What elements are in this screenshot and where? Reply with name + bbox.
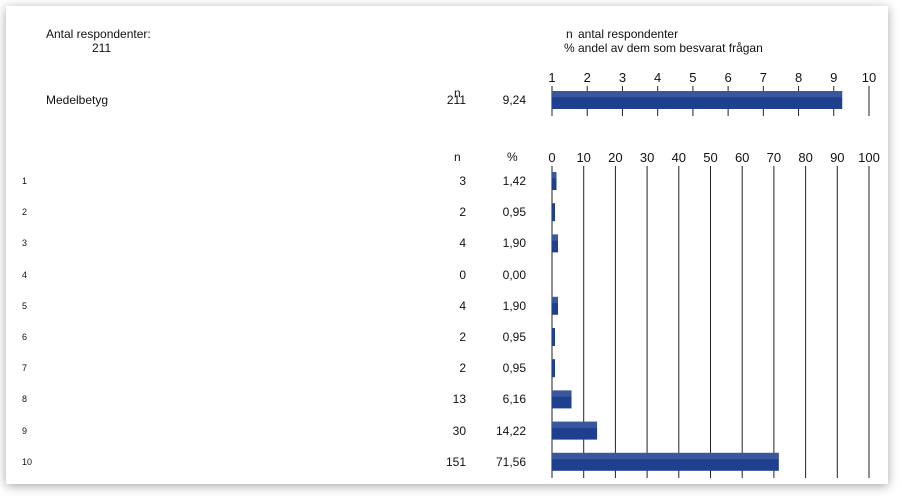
- legend-text-pct: andel av dem som besvarat frågan: [578, 41, 763, 55]
- row-n: 0: [459, 267, 466, 282]
- tick-label: 30: [640, 150, 654, 165]
- bar-highlight: [552, 452, 779, 460]
- legend-text-n: antal respondenter: [578, 27, 679, 41]
- tick-label: 4: [654, 70, 661, 85]
- row-pct: 0,95: [502, 205, 526, 220]
- dist-col-n-header: n: [454, 150, 461, 164]
- tick-label: 6: [724, 70, 731, 85]
- row-pct: 0,95: [502, 361, 526, 376]
- row-label: 10: [22, 456, 33, 467]
- legend-key-pct: %: [564, 41, 575, 55]
- row-label: 6: [22, 332, 28, 342]
- dist-col-pct-header: %: [507, 150, 518, 164]
- row-n: 2: [459, 361, 466, 376]
- bar: [552, 203, 556, 222]
- row-pct: 1,42: [502, 174, 526, 188]
- row-pct: 6,16: [502, 392, 526, 407]
- bar: [552, 234, 559, 253]
- row-n: 151: [445, 454, 466, 469]
- row-pct: 0,00: [502, 267, 526, 282]
- tick-label: 8: [795, 70, 802, 85]
- row-n: 30: [452, 423, 466, 438]
- row-n: 2: [459, 205, 466, 220]
- row-label: 5: [22, 300, 28, 311]
- row-label: 3: [22, 238, 28, 249]
- row-label: 2: [22, 207, 28, 218]
- row-pct: 1,90: [502, 298, 526, 313]
- tick-label: 70: [767, 150, 781, 165]
- bar-highlight: [552, 234, 559, 241]
- respondents-label: Antal respondenter:: [46, 27, 151, 41]
- bar-highlight: [552, 91, 843, 98]
- bar: [552, 172, 557, 190]
- tick-label: 0: [548, 150, 555, 165]
- bar-highlight: [552, 172, 557, 179]
- mean-label: Medelbetyg: [46, 93, 109, 107]
- row-n: 4: [459, 236, 466, 251]
- bar: [552, 359, 556, 378]
- bar: [552, 91, 843, 109]
- tick-label: 90: [830, 150, 844, 165]
- tick-label: 20: [608, 150, 622, 165]
- tick-label: 5: [689, 70, 696, 85]
- tick-label: 100: [858, 150, 880, 165]
- mean-col-n-header: n: [454, 86, 461, 100]
- row-n: 3: [459, 174, 466, 188]
- bar: [552, 421, 598, 440]
- mean-n: 211: [446, 93, 466, 107]
- tick-label: 7: [760, 70, 767, 85]
- bar: [552, 328, 556, 346]
- tick-label: 50: [703, 150, 717, 165]
- tick-label: 10: [576, 150, 590, 165]
- row-label: 8: [22, 394, 28, 405]
- legend-key-n: n: [566, 27, 573, 41]
- row-pct: 0,95: [502, 330, 526, 344]
- row-pct: 71,56: [495, 454, 526, 469]
- tick-label: 9: [830, 70, 837, 85]
- bar-highlight: [552, 421, 598, 428]
- row-pct: 14,22: [495, 423, 526, 438]
- bar-highlight: [552, 296, 559, 304]
- respondents-value: 211: [92, 41, 112, 55]
- tick-label: 3: [619, 70, 626, 85]
- mean-value: 9,24: [502, 93, 526, 107]
- row-n: 4: [459, 298, 466, 313]
- row-label: 4: [22, 269, 28, 280]
- tick-label: 40: [672, 150, 686, 165]
- bar-highlight: [552, 390, 572, 397]
- tick-label: 80: [798, 150, 812, 165]
- tick-label: 2: [584, 70, 591, 85]
- tick-label: 1: [548, 70, 555, 85]
- row-label: 9: [22, 425, 28, 436]
- row-n: 13: [452, 392, 466, 407]
- row-n: 2: [459, 330, 466, 344]
- tick-label: 10: [862, 70, 876, 85]
- report-frame: [6, 6, 888, 484]
- row-pct: 1,90: [502, 236, 526, 251]
- bar: [552, 452, 779, 471]
- bar: [552, 390, 572, 409]
- tick-label: 60: [735, 150, 749, 165]
- row-label: 7: [22, 363, 28, 374]
- bar: [552, 296, 559, 315]
- row-label: 1: [22, 176, 28, 186]
